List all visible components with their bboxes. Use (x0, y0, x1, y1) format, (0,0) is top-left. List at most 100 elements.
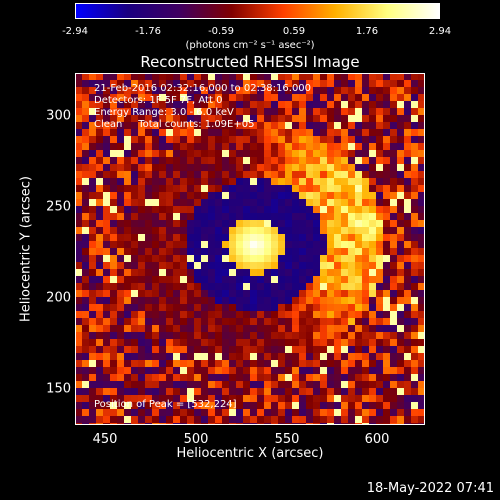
image-pixel (215, 94, 222, 101)
image-pixel (243, 388, 250, 395)
image-pixel (390, 164, 397, 171)
image-pixel (250, 150, 257, 157)
image-pixel (89, 255, 96, 262)
image-pixel (117, 115, 124, 122)
image-pixel (299, 143, 306, 150)
image-pixel (152, 416, 159, 423)
image-pixel (236, 157, 243, 164)
image-pixel (110, 185, 117, 192)
image-pixel (348, 101, 355, 108)
image-pixel (166, 381, 173, 388)
image-pixel (390, 339, 397, 346)
image-pixel (418, 199, 425, 206)
image-pixel (187, 367, 194, 374)
image-pixel (397, 206, 404, 213)
image-pixel (285, 199, 292, 206)
image-pixel (96, 416, 103, 423)
image-pixel (75, 318, 82, 325)
image-pixel (376, 311, 383, 318)
image-pixel (222, 192, 229, 199)
image-pixel (243, 409, 250, 416)
image-pixel (187, 346, 194, 353)
image-pixel (257, 185, 264, 192)
image-pixel (327, 346, 334, 353)
image-pixel (334, 332, 341, 339)
image-pixel (236, 255, 243, 262)
image-pixel (278, 332, 285, 339)
image-pixel (89, 304, 96, 311)
image-pixel (159, 220, 166, 227)
image-pixel (194, 234, 201, 241)
image-pixel (397, 381, 404, 388)
image-pixel (124, 248, 131, 255)
image-pixel (89, 325, 96, 332)
image-pixel (187, 199, 194, 206)
image-pixel (138, 87, 145, 94)
image-pixel (390, 80, 397, 87)
image-pixel (103, 318, 110, 325)
image-pixel (236, 360, 243, 367)
image-pixel (327, 283, 334, 290)
image-pixel (215, 283, 222, 290)
image-pixel (166, 101, 173, 108)
image-pixel (89, 367, 96, 374)
image-pixel (187, 220, 194, 227)
image-pixel (124, 122, 131, 129)
image-pixel (285, 136, 292, 143)
image-pixel (250, 269, 257, 276)
image-pixel (264, 381, 271, 388)
image-pixel (334, 171, 341, 178)
image-pixel (306, 220, 313, 227)
image-pixel (215, 199, 222, 206)
image-pixel (194, 346, 201, 353)
image-pixel (418, 367, 425, 374)
image-pixel (236, 346, 243, 353)
image-pixel (348, 171, 355, 178)
image-pixel (383, 416, 390, 423)
image-pixel (82, 178, 89, 185)
image-pixel (355, 269, 362, 276)
image-pixel (383, 157, 390, 164)
image-pixel (166, 157, 173, 164)
image-pixel (159, 311, 166, 318)
image-pixel (159, 94, 166, 101)
image-pixel (110, 192, 117, 199)
image-pixel (194, 164, 201, 171)
image-pixel (257, 178, 264, 185)
image-pixel (320, 220, 327, 227)
image-pixel (362, 353, 369, 360)
image-pixel (334, 227, 341, 234)
image-pixel (383, 395, 390, 402)
image-pixel (117, 360, 124, 367)
image-pixel (278, 213, 285, 220)
image-pixel (166, 374, 173, 381)
image-pixel (341, 143, 348, 150)
image-pixel (404, 192, 411, 199)
image-pixel (215, 171, 222, 178)
image-pixel (334, 262, 341, 269)
image-pixel (306, 213, 313, 220)
image-pixel (250, 108, 257, 115)
image-pixel (306, 87, 313, 94)
image-pixel (362, 409, 369, 416)
image-pixel (117, 388, 124, 395)
image-pixel (404, 283, 411, 290)
image-pixel (145, 73, 152, 80)
image-pixel (418, 311, 425, 318)
image-pixel (180, 220, 187, 227)
image-pixel (96, 206, 103, 213)
image-pixel (411, 115, 418, 122)
image-pixel (362, 164, 369, 171)
image-pixel (320, 164, 327, 171)
image-pixel (215, 227, 222, 234)
image-pixel (418, 395, 425, 402)
image-pixel (369, 220, 376, 227)
image-pixel (187, 402, 194, 409)
image-pixel (82, 353, 89, 360)
image-pixel (173, 157, 180, 164)
image-pixel (222, 339, 229, 346)
image-pixel (278, 395, 285, 402)
image-pixel (96, 101, 103, 108)
image-pixel (404, 241, 411, 248)
image-pixel (187, 416, 194, 423)
